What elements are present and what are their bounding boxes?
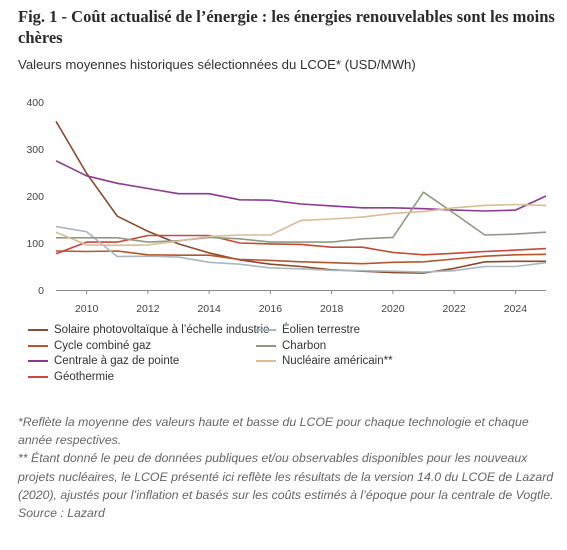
legend-swatch [256,360,276,362]
x-tick-label: 2012 [136,303,160,315]
legend-swatch [28,375,48,378]
legend-item: Éolien terrestre [256,324,360,336]
figure-subtitle: Valeurs moyennes historiques sélectionné… [18,57,416,72]
series-line-7 [55,203,547,247]
y-tick-label: 100 [26,238,44,250]
legend-item: Charbon [256,340,326,352]
series-line-6 [56,191,547,243]
x-tick-label: 2018 [320,303,344,315]
figure-title: Fig. 1 - Coût actualisé de l’énergie : l… [18,7,555,47]
legend-swatch [256,344,276,347]
legend-label: Cycle combiné gaz [54,339,152,352]
footnotes: *Reflète la moyenne des valeurs haute et… [18,413,558,522]
series-line-3 [55,160,547,212]
x-axis-labels: 2010 2012 2014 2016 2018 2020 2022 2024 [75,290,527,315]
x-tick-label: 2014 [197,303,221,315]
legend-item: Cycle combiné gaz [28,340,151,352]
y-axis-labels: 0 100 200 300 400 [26,97,44,297]
y-tick-label: 400 [26,97,44,109]
series-lines [55,120,547,274]
legend-swatch [28,344,48,347]
series-line-4 [55,234,547,256]
x-tick-label: 2016 [259,303,283,315]
legend-swatch [28,329,48,331]
y-tick-label: 300 [26,144,44,156]
legend-item: Nucléaire américain** [256,355,393,367]
x-tick-label: 2022 [442,303,466,315]
series-line-2 [55,250,547,265]
legend-swatch [256,329,276,331]
series-line-1 [55,120,546,274]
legend-label: Charbon [282,339,327,352]
y-tick-label: 0 [38,285,44,297]
legend-item: Centrale à gaz de pointe [28,355,179,367]
legend-label: Éolien terrestre [282,324,360,336]
legend-label: Nucléaire américain** [282,355,393,367]
x-tick-label: 2024 [504,303,528,315]
legend-item: Géothermie [28,371,114,383]
series-line-5 [55,225,547,273]
source-note: Source : Lazard [18,506,105,521]
legend-swatch [28,360,48,362]
footnote-nuclear: ** Étant donné le peu de données publiqu… [18,451,554,502]
y-tick-label: 200 [26,191,44,203]
legend-label: Solaire photovoltaïque à l’échelle indus… [54,324,270,336]
footnote-lcoe: *Reflète la moyenne des valeurs haute et… [18,415,529,448]
legend-label: Centrale à gaz de pointe [54,355,180,367]
legend-label: Géothermie [54,370,115,383]
legend-item: Solaire photovoltaïque à l’échelle indus… [28,324,269,336]
x-tick-label: 2010 [75,303,99,315]
x-tick-label: 2020 [381,303,405,315]
